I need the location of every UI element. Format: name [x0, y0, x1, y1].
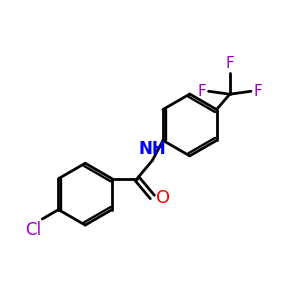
Text: F: F	[197, 84, 206, 99]
Text: F: F	[253, 84, 262, 99]
Text: Cl: Cl	[25, 220, 41, 238]
Text: NH: NH	[139, 140, 166, 158]
Text: O: O	[156, 189, 170, 207]
Text: F: F	[225, 56, 234, 70]
